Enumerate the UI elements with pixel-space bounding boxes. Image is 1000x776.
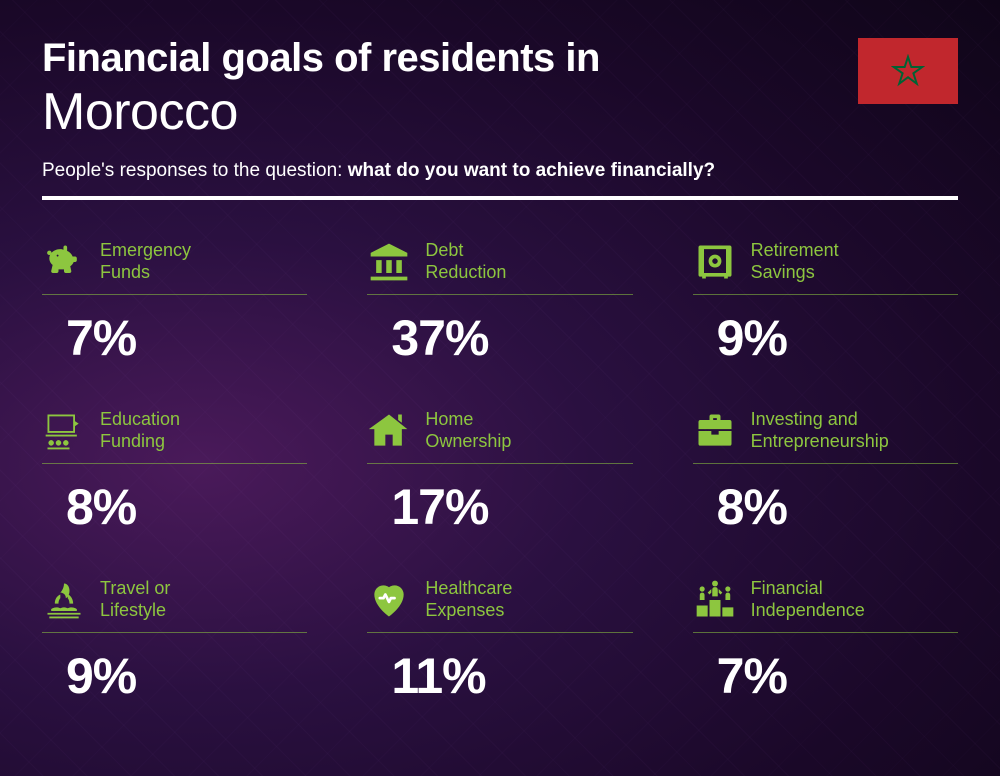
- subtitle-bold: what do you want to achieve financially?: [348, 160, 715, 181]
- stat-item: HealthcareExpenses 11%: [367, 578, 632, 705]
- stat-item: HomeOwnership 17%: [367, 409, 632, 536]
- stat-value: 11%: [391, 647, 632, 705]
- stat-head: EducationFunding: [42, 409, 307, 464]
- stat-value: 9%: [717, 309, 958, 367]
- stat-item: Travel orLifestyle 9%: [42, 578, 307, 705]
- house-icon: [367, 409, 411, 453]
- stat-head: FinancialIndependence: [693, 578, 958, 633]
- bank-icon: [367, 240, 411, 284]
- stat-label: HomeOwnership: [425, 409, 511, 452]
- briefcase-icon: [693, 409, 737, 453]
- header: Financial goals of residents in Morocco …: [42, 36, 958, 200]
- stat-label: Investing andEntrepreneurship: [751, 409, 889, 452]
- stat-value: 17%: [391, 478, 632, 536]
- stat-label: DebtReduction: [425, 240, 506, 283]
- stat-label: FinancialIndependence: [751, 578, 865, 621]
- travel-icon: [42, 578, 86, 622]
- stat-value: 8%: [717, 478, 958, 536]
- stat-item: Investing andEntrepreneurship 8%: [693, 409, 958, 536]
- stat-value: 9%: [66, 647, 307, 705]
- stat-label: EducationFunding: [100, 409, 180, 452]
- safe-icon: [693, 240, 737, 284]
- stat-head: Travel orLifestyle: [42, 578, 307, 633]
- title-prefix: Financial goals of residents in: [42, 36, 958, 80]
- title-country: Morocco: [42, 82, 958, 142]
- stat-label: RetirementSavings: [751, 240, 839, 283]
- stat-head: Investing andEntrepreneurship: [693, 409, 958, 464]
- heart-pulse-icon: [367, 578, 411, 622]
- stat-value: 7%: [66, 309, 307, 367]
- stat-value: 37%: [391, 309, 632, 367]
- stat-value: 8%: [66, 478, 307, 536]
- piggy-bank-icon: [42, 240, 86, 284]
- stat-item: EmergencyFunds 7%: [42, 240, 307, 367]
- stat-value: 7%: [717, 647, 958, 705]
- header-divider: [42, 196, 958, 200]
- stat-head: HomeOwnership: [367, 409, 632, 464]
- stats-grid: EmergencyFunds 7% DebtReduction 37% Reti…: [42, 240, 958, 705]
- stat-head: HealthcareExpenses: [367, 578, 632, 633]
- stat-head: DebtReduction: [367, 240, 632, 295]
- stat-label: HealthcareExpenses: [425, 578, 512, 621]
- stat-label: EmergencyFunds: [100, 240, 191, 283]
- stat-head: RetirementSavings: [693, 240, 958, 295]
- stat-item: FinancialIndependence 7%: [693, 578, 958, 705]
- podium-icon: [693, 578, 737, 622]
- stat-item: EducationFunding 8%: [42, 409, 307, 536]
- stat-item: RetirementSavings 9%: [693, 240, 958, 367]
- subtitle: People's responses to the question: what…: [42, 160, 958, 182]
- education-icon: [42, 409, 86, 453]
- stat-item: DebtReduction 37%: [367, 240, 632, 367]
- stat-head: EmergencyFunds: [42, 240, 307, 295]
- stat-label: Travel orLifestyle: [100, 578, 170, 621]
- subtitle-prefix: People's responses to the question:: [42, 160, 348, 181]
